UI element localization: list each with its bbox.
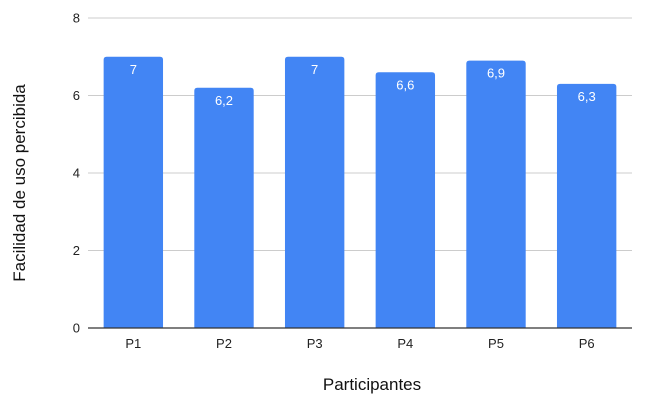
y-tick-label: 4 — [73, 166, 80, 181]
x-axis-title: Participantes — [323, 375, 421, 394]
bar-p3 — [284, 56, 345, 328]
bar-p1 — [103, 56, 164, 328]
data-label-p2: 6,2 — [215, 93, 233, 108]
data-label-p4: 6,6 — [396, 77, 414, 92]
y-tick-label: 8 — [73, 11, 80, 26]
data-label-p3: 7 — [311, 62, 318, 77]
y-tick-label: 6 — [73, 88, 80, 103]
x-tick-label: P3 — [307, 336, 323, 351]
labels: 0 2 4 6 8 7 P1 6,2 P2 7 P3 6,6 P4 6,9 P5 6,3 P6 — [73, 11, 596, 352]
x-tick-label: P4 — [397, 336, 413, 351]
bar-p4 — [375, 72, 436, 328]
x-tick-label: P6 — [579, 336, 595, 351]
y-tick-label: 0 — [73, 321, 80, 336]
data-label-p1: 7 — [130, 62, 137, 77]
x-tick-label: P2 — [216, 336, 232, 351]
x-tick-label: P5 — [488, 336, 504, 351]
bar-p5 — [466, 60, 526, 328]
bar-p2 — [194, 87, 254, 328]
x-tick-label: P1 — [125, 336, 141, 351]
gridlines — [88, 17, 632, 251]
y-tick-label: 2 — [73, 243, 80, 258]
data-label-p5: 6,9 — [487, 66, 505, 81]
data-label-p6: 6,3 — [578, 89, 596, 104]
y-axis-title: Facilidad de uso percibida — [10, 84, 29, 282]
bar-p6 — [556, 83, 617, 328]
bars — [103, 56, 617, 328]
